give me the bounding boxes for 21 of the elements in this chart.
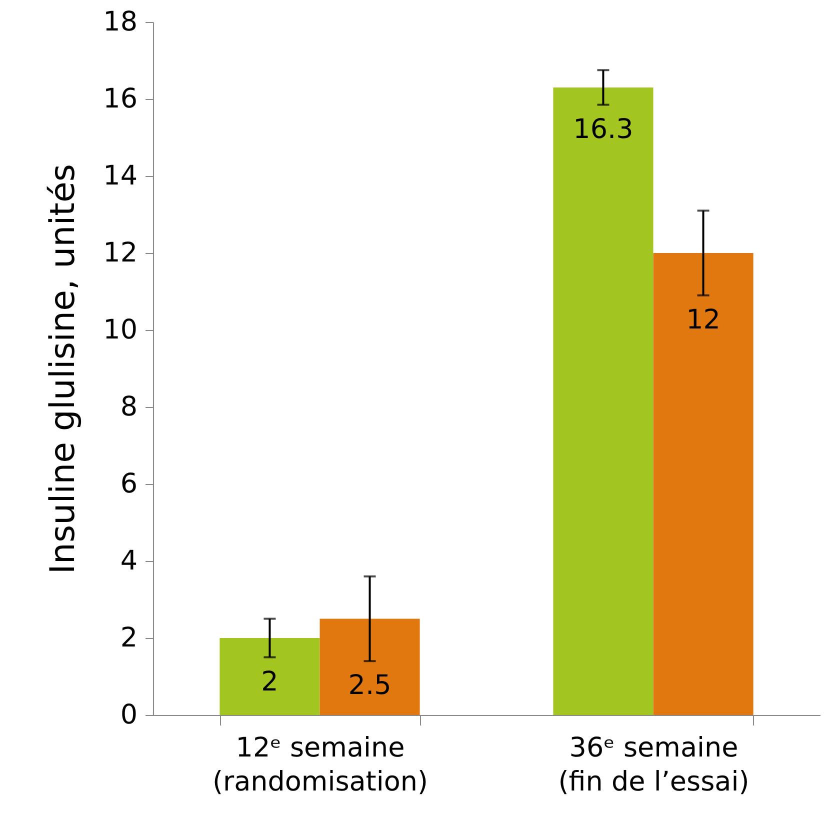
bar [553, 87, 654, 715]
y-tick-label: 6 [120, 468, 138, 500]
y-tick-label: 4 [120, 546, 138, 576]
bar [220, 638, 320, 715]
y-tick-label: 16 [103, 84, 138, 114]
data-label: 16.3 [573, 114, 634, 145]
bar [320, 618, 420, 715]
y-tick-label: 8 [120, 392, 138, 422]
data-label: 12 [686, 304, 720, 336]
data-label: 2 [261, 666, 278, 698]
y-tick-label: 14 [103, 160, 138, 192]
x-tick-label: 36ᵉ semaine (fin de l’essai) [558, 732, 750, 798]
y-tick-label: 2 [120, 622, 138, 654]
y-tick-label: 12 [103, 238, 138, 268]
y-tick-label: 10 [103, 314, 138, 346]
y-axis-title: Insuline glulisine, unités [43, 164, 84, 574]
data-label: 2.5 [348, 670, 392, 702]
y-tick-label: 0 [120, 700, 138, 730]
bar [653, 253, 754, 715]
y-tick-label: 18 [103, 6, 138, 38]
x-tick-label: 12ᵉ semaine (randomisation) [212, 732, 428, 798]
